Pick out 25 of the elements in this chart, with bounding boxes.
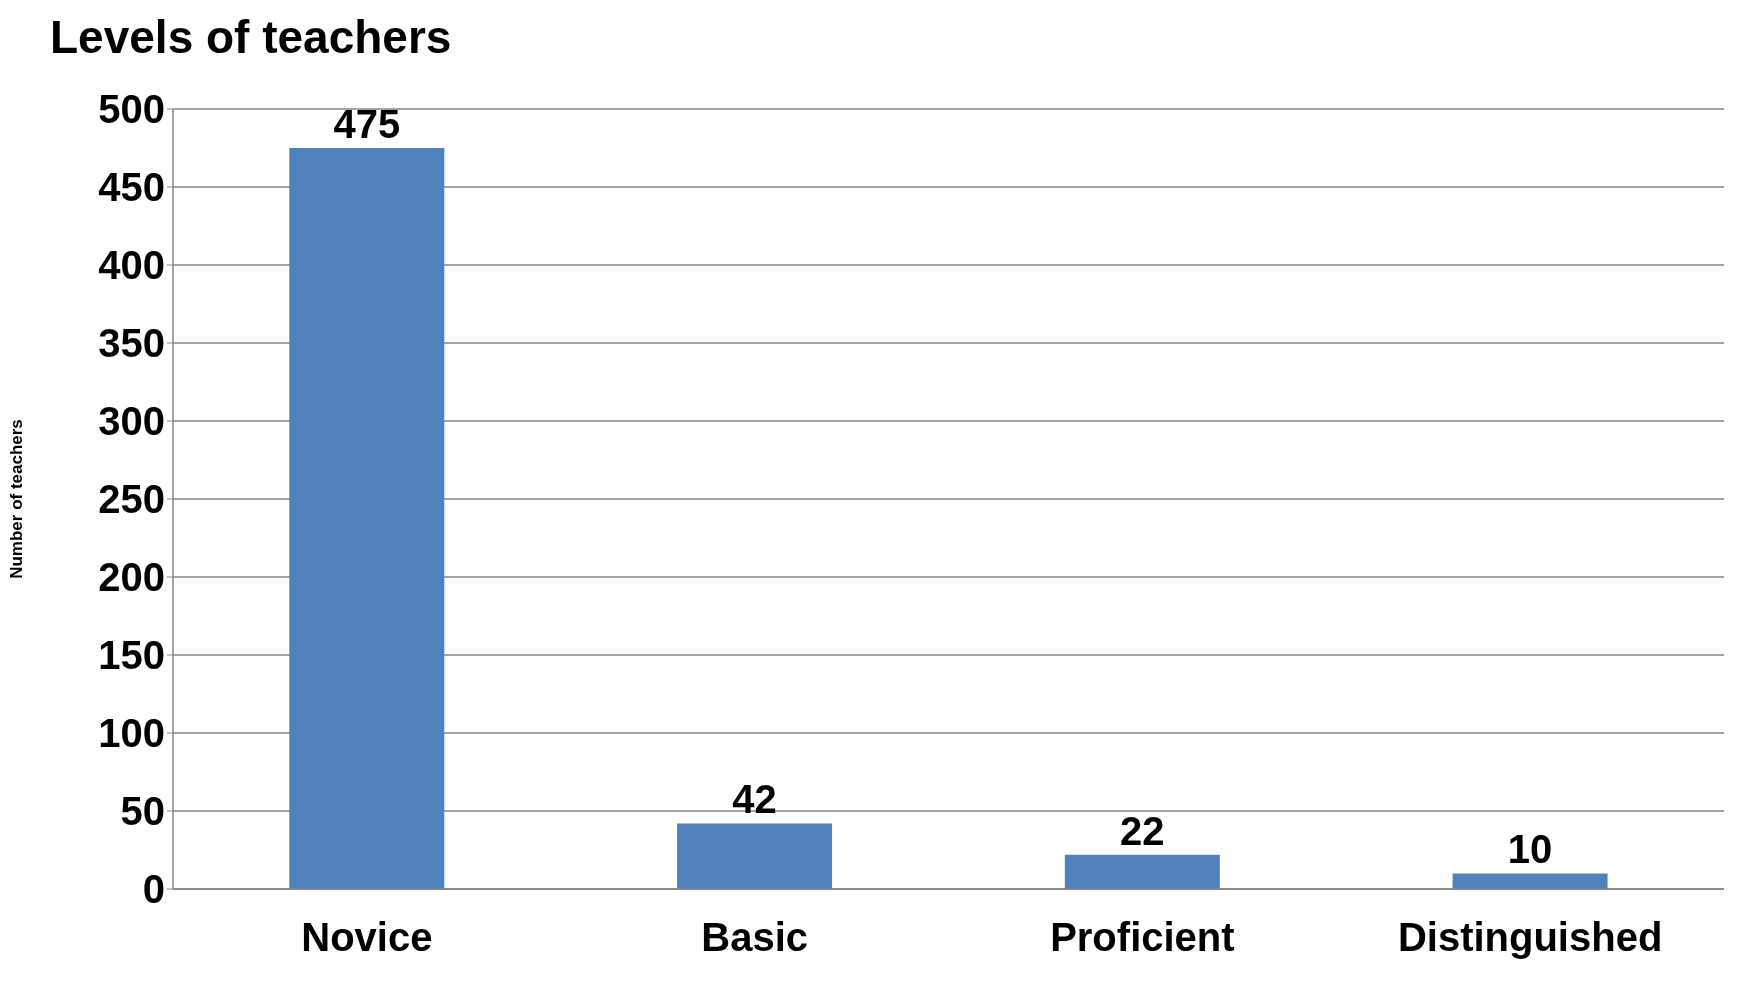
y-tick-label: 250 [98,477,165,522]
data-label: 22 [1120,808,1165,853]
y-tick-label: 150 [98,633,165,678]
y-tick-label: 0 [142,867,165,912]
y-tick-label: 300 [98,399,165,444]
y-tick-label: 400 [98,243,165,288]
y-tick-label: 200 [98,555,165,600]
y-tick-label: 350 [98,321,165,366]
y-axis-title: Number of teachers [7,419,27,579]
chart-title: Levels of teachers [50,10,452,64]
data-label: 475 [333,102,401,146]
data-label: 10 [1507,827,1553,872]
y-tick-label: 50 [120,789,165,834]
x-tick-label: Proficient [1050,915,1235,960]
y-tick-label: 500 [98,87,165,132]
y-tick-label: 450 [98,165,165,210]
x-tick-label: Novice [301,915,433,960]
x-tick-label: Basic [701,915,808,960]
bar [1064,854,1220,889]
y-tick-label: 100 [98,711,165,756]
bar [1452,873,1608,889]
data-label: 42 [732,777,777,822]
bar [289,148,445,889]
bar [677,823,833,889]
x-tick-label: Distinguished [1397,915,1663,960]
